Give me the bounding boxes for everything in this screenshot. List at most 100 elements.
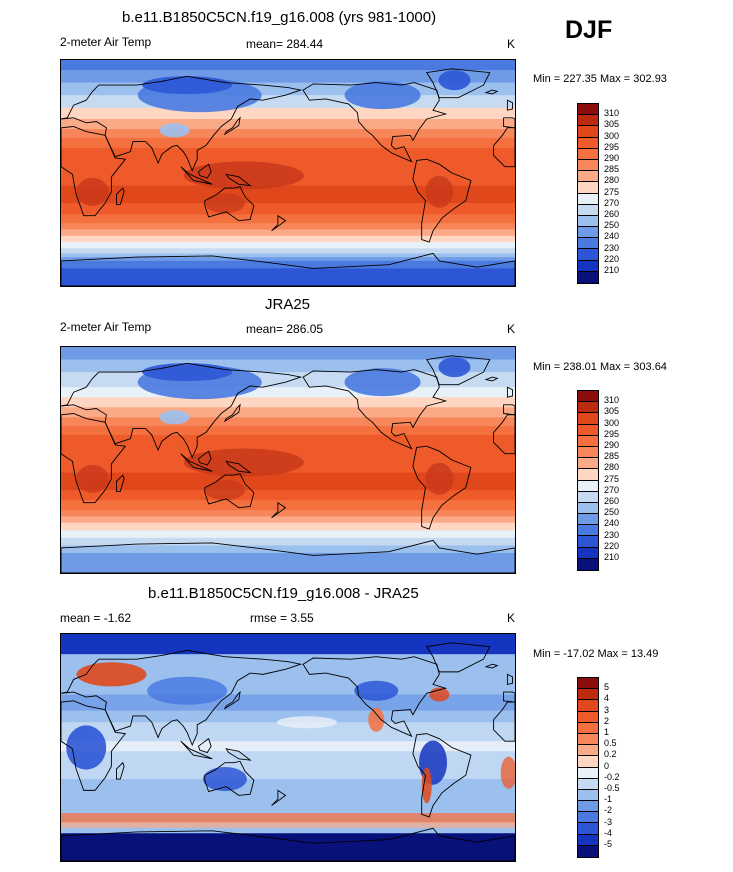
colorbar-swatch <box>578 700 598 712</box>
colorbar-label: 275 <box>604 186 620 197</box>
colorbar-label: 210 <box>604 265 620 275</box>
colorbar-swatch <box>578 148 598 160</box>
map-field <box>61 60 515 286</box>
colorbar-label: 250 <box>604 220 620 231</box>
colorbar-swatch <box>578 558 598 570</box>
colorbar-label: 270 <box>604 197 620 208</box>
colorbar-label: 300 <box>604 417 620 428</box>
panel-2-colorbar <box>577 390 599 571</box>
colorbar-label: 220 <box>604 253 620 264</box>
panel-3-map <box>60 633 516 862</box>
colorbar-swatch <box>578 171 598 183</box>
colorbar-swatch <box>578 159 598 172</box>
colorbar-swatch <box>578 204 598 216</box>
colorbar-swatch <box>578 711 598 723</box>
colorbar-label: 230 <box>604 242 620 253</box>
colorbar-swatch <box>578 458 598 470</box>
colorbar-swatch <box>578 678 598 690</box>
map-field <box>61 634 515 861</box>
colorbar-label: 3 <box>604 704 610 715</box>
colorbar-swatch <box>578 812 598 824</box>
season-label: DJF <box>565 16 613 44</box>
panel-1-mean: mean= 284.44 <box>246 37 324 51</box>
colorbar-label: 285 <box>604 451 620 462</box>
colorbar-label: -2 <box>604 805 613 816</box>
colorbar-swatch <box>578 514 598 526</box>
colorbar-swatch <box>578 115 598 127</box>
colorbar-swatch <box>578 413 598 425</box>
colorbar-swatch <box>578 435 598 447</box>
colorbar-swatch <box>578 137 598 149</box>
colorbar-label: 1 <box>604 727 610 737</box>
colorbar-label: -5 <box>604 839 613 849</box>
colorbar-label: 4 <box>604 693 610 704</box>
colorbar-label: 300 <box>604 130 620 141</box>
colorbar-label: 275 <box>604 473 620 484</box>
colorbar-swatch <box>578 402 598 414</box>
colorbar-swatch <box>578 271 598 283</box>
colorbar-label: 305 <box>604 119 620 130</box>
colorbar-label: -0.5 <box>604 783 620 793</box>
colorbar-swatch <box>578 845 598 857</box>
panel-1-variable: 2-meter Air Temp <box>60 35 152 49</box>
colorbar-label: 0.2 <box>604 749 617 760</box>
colorbar-swatch <box>578 756 598 768</box>
colorbar-swatch <box>578 745 598 757</box>
panel-1-units: K <box>507 37 516 51</box>
colorbar-swatch <box>578 733 598 746</box>
colorbar-swatch <box>578 193 598 205</box>
colorbar-swatch <box>578 260 598 272</box>
colorbar-swatch <box>578 536 598 548</box>
colorbar-label: 240 <box>604 518 620 529</box>
colorbar-swatch <box>578 104 598 116</box>
colorbar-swatch <box>578 502 598 515</box>
map-field <box>61 347 515 573</box>
colorbar-swatch <box>578 446 598 459</box>
panel-2-minmax: Min = 238.01 Max = 303.64 <box>533 361 667 373</box>
colorbar-label: 260 <box>604 496 620 506</box>
colorbar-label: 305 <box>604 406 620 417</box>
colorbar-label: 290 <box>604 440 620 450</box>
colorbar-swatch <box>578 480 598 492</box>
panel-1-map <box>60 59 516 287</box>
colorbar-swatch <box>578 767 598 779</box>
colorbar-swatch <box>578 491 598 503</box>
panel-1-colorbar <box>577 103 599 284</box>
colorbar-label: -0.2 <box>604 771 620 782</box>
colorbar-label: 260 <box>604 209 620 219</box>
panel-3-minmax: Min = -17.02 Max = 13.49 <box>533 648 659 660</box>
colorbar-label: 270 <box>604 484 620 495</box>
colorbar-label: 310 <box>604 108 620 119</box>
panel-2-variable: 2-meter Air Temp <box>60 320 152 334</box>
colorbar-label: 220 <box>604 540 620 551</box>
colorbar-label: 280 <box>604 175 620 186</box>
panel-1-title: b.e11.B1850C5CN.f19_g16.008 (yrs 981-100… <box>122 9 437 26</box>
colorbar-label: 290 <box>604 153 620 163</box>
panel-3-units: K <box>507 611 516 625</box>
colorbar-swatch <box>578 778 598 790</box>
colorbar-label: -4 <box>604 827 613 838</box>
colorbar-label: 250 <box>604 507 620 518</box>
colorbar-swatch <box>578 525 598 537</box>
colorbar-swatch <box>578 424 598 436</box>
colorbar-label: 310 <box>604 395 620 406</box>
colorbar-swatch <box>578 801 598 813</box>
colorbar-swatch <box>578 469 598 481</box>
colorbar-swatch <box>578 689 598 701</box>
colorbar-swatch <box>578 215 598 228</box>
colorbar-label: 0.5 <box>604 738 617 749</box>
colorbar-swatch <box>578 227 598 239</box>
colorbar-swatch <box>578 823 598 835</box>
colorbar-swatch <box>578 182 598 194</box>
colorbar-swatch <box>578 789 598 802</box>
colorbar-label: 2 <box>604 715 610 726</box>
colorbar-swatch <box>578 126 598 138</box>
colorbar-label: -3 <box>604 816 613 827</box>
coastlines <box>61 68 515 286</box>
coastlines <box>61 355 515 573</box>
panel-2-title: JRA25 <box>265 296 311 313</box>
colorbar-swatch <box>578 238 598 250</box>
colorbar-swatch <box>578 834 598 846</box>
panel-3-rmse: rmse = 3.55 <box>250 611 314 625</box>
panel-2-units: K <box>507 322 516 336</box>
